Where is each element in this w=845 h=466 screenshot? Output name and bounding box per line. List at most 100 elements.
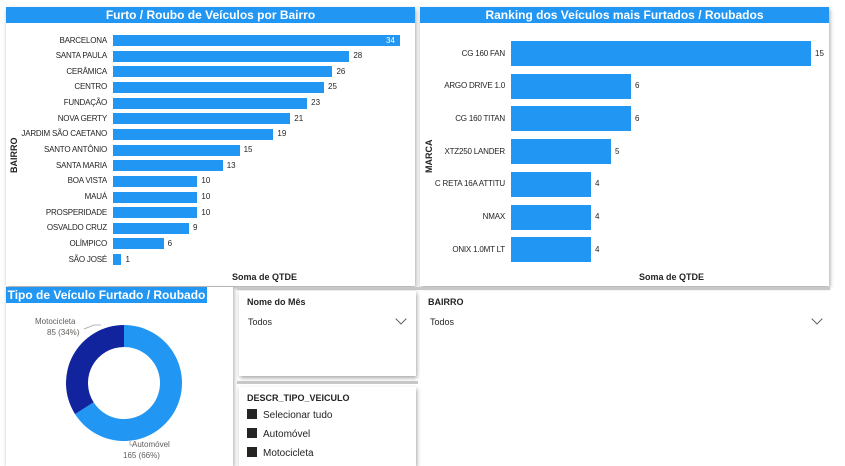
bairro-value-label: 19 [277, 129, 287, 139]
marca-bar[interactable] [511, 41, 811, 66]
marca-category-label: ARGO DRIVE 1.0 [444, 81, 505, 91]
marca-value-label: 6 [635, 81, 640, 91]
option-label: Motocicleta [263, 448, 314, 459]
slicer-nome-mes-value: Todos [248, 317, 273, 327]
bairro-value-label: 23 [311, 98, 321, 108]
checkbox-icon[interactable] [247, 447, 257, 457]
marca-category-label: NMAX [482, 212, 506, 221]
marca-bar[interactable] [511, 139, 611, 165]
slicer-nome-mes-title: Nome do Mês [247, 297, 306, 307]
motocicleta-leader-line [83, 324, 101, 330]
bairro-value-label: 26 [336, 66, 346, 76]
donut-slice-automovel[interactable] [75, 325, 183, 441]
chevron-down-icon[interactable] [395, 313, 407, 325]
bairro-bar[interactable] [113, 97, 308, 109]
marca-bar[interactable] [511, 73, 631, 99]
automovel-slice-value: 165 (66%) [123, 451, 160, 460]
bairro-value-label: 34 [386, 35, 395, 45]
bairro-value-label: 28 [353, 51, 363, 61]
donut-slice-motocicleta[interactable] [66, 325, 124, 415]
slicer-bairro-dropdown[interactable]: Todos [426, 313, 824, 331]
bairro-category-label: JARDIM SÃO CAETANO [21, 129, 107, 139]
slicer-option-automovel[interactable]: Automóvel [247, 428, 310, 442]
bairro-category-label: OLÍMPICO [69, 238, 107, 248]
bairro-bar[interactable] [113, 81, 325, 93]
chevron-down-icon[interactable] [811, 313, 823, 325]
bairro-category-label: CENTRO [74, 82, 107, 92]
bairro-value-label: 13 [226, 160, 236, 170]
bairro-bar[interactable] [113, 160, 223, 172]
bairro-bar[interactable] [113, 222, 189, 234]
bairro-category-label: OSVALDO CRUZ [46, 223, 107, 233]
bairro-bar[interactable] [113, 191, 198, 203]
bairro-value-label: 9 [192, 223, 198, 233]
bairro-category-label: SANTO ANTÔNIO [43, 145, 107, 155]
slicer-option-select-all[interactable]: Selecionar tudo [247, 409, 333, 423]
bairro-chart-panel[interactable]: Furto / Roubo de Veículos por Bairro BAI… [6, 7, 415, 286]
checkbox-icon[interactable] [247, 409, 257, 419]
bairro-category-label: SÃO JOSÉ [68, 254, 108, 264]
bairro-bar[interactable] [113, 50, 350, 62]
marca-category-label: ONIX 1.0MT LT [452, 244, 505, 254]
slicer-nome-mes[interactable]: Nome do Mês Todos [239, 291, 416, 376]
bairro-value-label: 1 [125, 254, 130, 264]
bairro-value-label: 10 [201, 207, 211, 217]
bairro-category-label: NOVA GERTY [57, 113, 107, 123]
bairro-category-label: SANTA PAULA [55, 51, 108, 61]
marca-bar[interactable] [511, 237, 591, 263]
bairro-value-label: 10 [201, 176, 211, 186]
marca-category-label: CG 160 FAN [461, 48, 506, 58]
bairro-value-label: 21 [294, 113, 304, 123]
tipo-chart-panel[interactable]: Tipo de Veículo Furtado / Roubado Motoci… [6, 287, 233, 466]
bairro-bar[interactable] [113, 113, 291, 125]
motocicleta-slice-name: Motocicleta [35, 317, 76, 326]
bairro-category-label: SANTA MARIA [56, 160, 107, 170]
marca-chart-title: Ranking dos Veículos mais Furtados / Rou… [420, 7, 829, 23]
marca-bar[interactable] [511, 106, 631, 132]
bairro-bar[interactable] [113, 238, 164, 250]
marca-x-axis-title: Soma de QTDE [639, 272, 705, 282]
bairro-value-label: 25 [328, 82, 337, 92]
bairro-chart-title: Furto / Roubo de Veículos por Bairro [6, 7, 415, 23]
option-label: Automóvel [263, 429, 311, 440]
slicer-option-motocicleta[interactable]: Motocicleta [247, 447, 314, 461]
motocicleta-slice-value: 85 (34%) [47, 328, 80, 337]
slicer-nome-mes-dropdown[interactable]: Todos [245, 313, 411, 331]
marca-value-label: 15 [815, 48, 824, 58]
marca-chart-panel[interactable]: Ranking dos Veículos mais Furtados / Rou… [420, 7, 829, 286]
automovel-leader-line [129, 440, 134, 446]
bairro-bar[interactable] [113, 175, 198, 187]
bairro-bar[interactable] [113, 35, 400, 46]
slicer-bairro[interactable]: BAIRRO Todos [420, 291, 829, 466]
bairro-category-label: FUNDAÇÃO [63, 98, 107, 108]
separator-mid [237, 381, 418, 384]
marca-bar[interactable] [511, 171, 591, 197]
marca-category-label: XTZ250 LANDER [444, 146, 505, 156]
bairro-category-label: BARCELONA [59, 35, 107, 45]
bairro-value-label: 10 [201, 192, 211, 201]
bairro-bar[interactable] [113, 207, 198, 219]
slicer-tipo-veiculo-title: DESCR_TIPO_VEICULO [247, 393, 350, 403]
slicer-tipo-veiculo[interactable]: DESCR_TIPO_VEICULO Selecionar tudo Autom… [239, 387, 416, 466]
slicer-bairro-title: BAIRRO [428, 297, 464, 307]
checkbox-icon[interactable] [247, 428, 257, 438]
option-label: Selecionar tudo [263, 410, 333, 421]
bairro-value-label: 6 [167, 238, 173, 248]
marca-bar[interactable] [511, 204, 591, 230]
marca-plot-area: CG 160 FAN 15 ARGO DRIVE 1.0 6 CG 160 TITAN 6… [420, 7, 829, 286]
bairro-category-label: MAUÁ [84, 192, 108, 201]
automovel-slice-name: Automóvel [132, 440, 170, 449]
tipo-chart-title: Tipo de Veículo Furtado / Roubado [6, 287, 207, 303]
slicer-bairro-value: Todos [430, 317, 455, 327]
separator-top [237, 287, 830, 290]
bairro-bar[interactable] [113, 144, 240, 156]
bairro-bar[interactable] [113, 66, 333, 78]
marca-value-label: 4 [595, 244, 600, 254]
bairro-x-axis-title: Soma de QTDE [232, 272, 298, 282]
bairro-category-label: BOA VISTA [67, 176, 108, 186]
marca-category-label: CG 160 TITAN [455, 113, 505, 123]
bairro-bar[interactable] [113, 128, 274, 140]
bairro-category-label: PROSPERIDADE [45, 207, 107, 217]
bairro-bar[interactable] [113, 254, 122, 266]
bairro-category-label: CERÂMICA [66, 66, 107, 76]
